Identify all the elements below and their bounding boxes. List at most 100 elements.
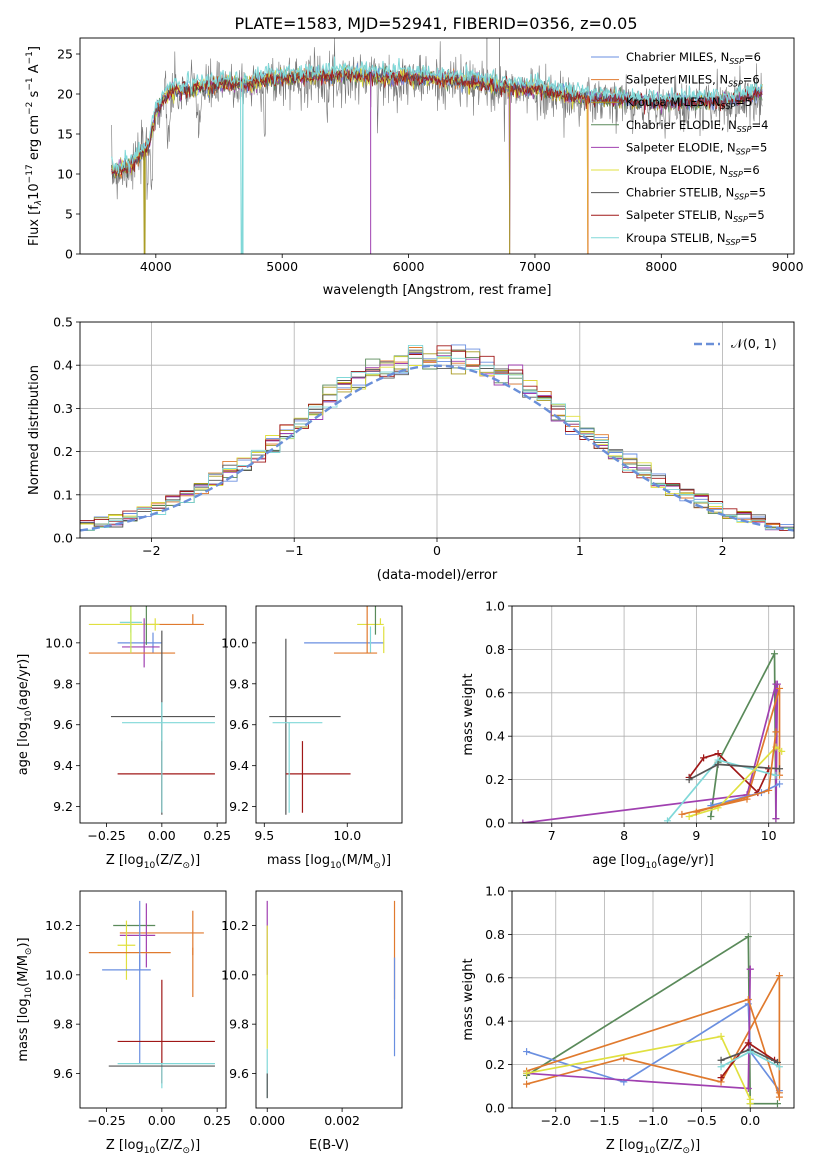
massweight-marker [772, 771, 780, 779]
legend-label-subscript: SSP [721, 102, 736, 111]
y-tick-label: 0.8 [485, 927, 505, 942]
panel-mass-vs-EBV: 0.000 0.002 9.6 9.8 10.0 10.2 E(B-V) [221, 890, 403, 1153]
massweight-marker [717, 1063, 725, 1071]
y-tick-label: 1.0 [485, 599, 505, 614]
y-tick-label: 0.8 [485, 642, 505, 657]
label-subscript: ⊙ [182, 861, 190, 871]
x-tick-label: 0.25 [203, 828, 231, 843]
massweight-vs-Z-ylabel: mass weight [461, 958, 476, 1040]
plot-area [266, 900, 396, 1099]
legend-label-tail: =5 [735, 95, 752, 109]
massweight-marker [772, 728, 780, 736]
massweight-marker [700, 754, 708, 762]
legend-label: Salpeter STELIB, NSSP=5 [626, 208, 765, 224]
label-part: (age/yr)] [657, 853, 714, 868]
legend-label-tail: =5 [748, 208, 765, 222]
massweight-marker [746, 965, 754, 973]
x-tick-label: −2.0 [541, 1113, 571, 1128]
residuals-xlabel: (data-model)/error [377, 568, 498, 583]
y-tick-label: 9.2 [229, 799, 249, 814]
y-tick-label: 10.0 [221, 967, 249, 982]
massweight-marker [775, 1093, 783, 1101]
mass-vs-Z-xlabel: Z [log10(Z/Z⊙)] [106, 1138, 200, 1156]
errorbar-point [119, 903, 156, 968]
legend-label-subscript: SSP [729, 57, 744, 66]
x-tick-label: −1 [285, 543, 303, 558]
panel-residuals: −2 −1 0 1 2 0.0 0.1 0.2 0.3 0.4 0.5 𝒩(0, 1) (data-mo… [27, 315, 795, 583]
label-part: (Z/Z [155, 1138, 182, 1153]
y-tick-label: 9.4 [229, 758, 249, 773]
plot-area [111, 38, 763, 254]
label-subscript: ⊙ [24, 948, 34, 956]
label-subscript: 10 [645, 861, 657, 871]
label-part: (Z/Z [155, 853, 182, 868]
massweight-marker [775, 1063, 783, 1071]
massweight-marker [519, 819, 527, 823]
massweight-marker [663, 817, 671, 823]
label-part: )] [190, 1138, 200, 1153]
legend-label-tail: =6 [743, 163, 760, 177]
massweight-marker [523, 1048, 531, 1056]
x-tick-label: 8 [620, 828, 628, 843]
x-tick-label: 0.00 [148, 828, 176, 843]
massweight-marker [620, 1054, 628, 1062]
massweight-marker [772, 815, 780, 823]
ylabel-part: erg cm [27, 115, 42, 164]
label-subscript: 10 [644, 1146, 656, 1156]
label-part: )] [16, 937, 31, 947]
legend-label: 𝒩(0, 1) [731, 336, 777, 351]
age-vs-mass-xlabel: mass [log10(M/M⊙)] [267, 853, 391, 871]
massweight-vs-age-ylabel: mass weight [461, 673, 476, 755]
plot-area [80, 322, 794, 538]
ylabel-subscript: λ [34, 200, 44, 206]
axes-frame [79, 37, 795, 255]
massweight-marker [773, 680, 781, 688]
y-tick-label: 9.6 [53, 717, 73, 732]
label-part: Z [log [606, 1138, 644, 1153]
y-tick-label: 0 [65, 247, 73, 262]
panel-mass-vs-Z: −0.25 0.00 0.259.69.810.010.2Z [log10(Z/Z⊙… [16, 890, 231, 1156]
massweight-marker [770, 650, 778, 658]
label-part: )] [690, 1138, 700, 1153]
errorbar-point [269, 638, 341, 815]
histogram-step [80, 344, 794, 531]
label-subscript: ⊙ [373, 861, 381, 871]
legend-label-tail: =6 [743, 73, 760, 87]
massweight-marker [776, 780, 784, 788]
legend-label-subscript: SSP [734, 193, 749, 202]
legend-label-subscript: SSP [728, 80, 743, 89]
label-subscript: 10 [24, 987, 34, 999]
residuals-ylabel: Normed distribution [27, 365, 42, 495]
y-tick-label: 15 [57, 127, 73, 142]
x-tick-label: 7 [548, 828, 556, 843]
massweight-marker [707, 812, 715, 820]
y-tick-label: 0.0 [53, 531, 73, 546]
normal-curve [80, 364, 794, 532]
massweight-marker [678, 810, 686, 818]
legend-label-subscript: SSP [733, 215, 748, 224]
mass-vs-EBV-xlabel: E(B-V) [309, 1138, 349, 1153]
massweight-marker [746, 1100, 754, 1108]
legend-label-base: Kroupa MILES, N [626, 95, 721, 109]
label-subscript: 10 [144, 861, 156, 871]
y-tick-label: 9.8 [53, 676, 73, 691]
ylabel-superscript: −17 [25, 164, 35, 183]
errorbar-point [285, 741, 351, 813]
massweight-marker [744, 996, 752, 1003]
massweight-marker [776, 684, 784, 692]
massweight-marker [744, 1039, 752, 1047]
ylabel-part: 10 [27, 183, 42, 200]
y-tick-label: 0.1 [53, 487, 73, 502]
x-tick-label: 0.000 [249, 1113, 285, 1128]
massweight-marker [717, 1032, 725, 1040]
massweight-vs-Z-xlabel: Z [log10(Z/Z⊙)] [606, 1138, 700, 1156]
errorbar-point [117, 920, 136, 980]
ylabel-superscript: −2 [25, 102, 35, 115]
massweight-marker [692, 808, 700, 816]
ylabel-part: Flux [f [27, 205, 42, 246]
label-part: age [log [16, 722, 31, 775]
age-vs-Z-ylabel: age [log10(age/yr)] [16, 654, 34, 776]
